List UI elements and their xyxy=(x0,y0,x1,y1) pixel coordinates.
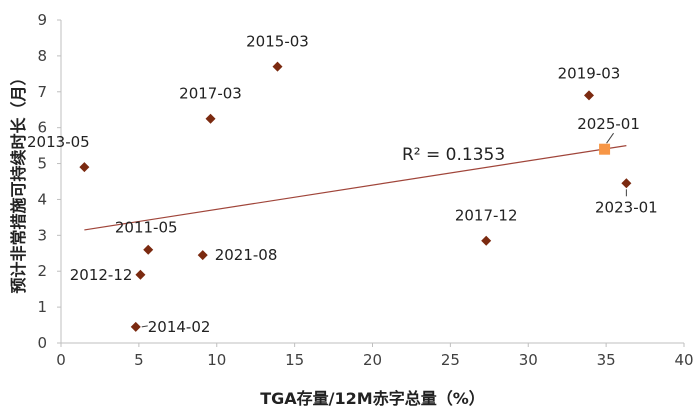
point-label: 2012-12 xyxy=(70,266,133,284)
label-leader-line xyxy=(606,132,614,144)
point-label: 2017-12 xyxy=(455,207,518,225)
data-point-diamond xyxy=(205,113,216,124)
point-label: 2017-03 xyxy=(179,85,242,103)
point-label: 2019-03 xyxy=(558,64,621,82)
data-point-diamond xyxy=(197,250,208,261)
x-tick-label: 20 xyxy=(363,351,382,369)
x-tick-label: 40 xyxy=(674,351,693,369)
y-tick-label: 3 xyxy=(37,226,47,244)
y-tick-label: 8 xyxy=(37,47,47,65)
y-tick-label: 1 xyxy=(37,298,47,316)
data-point-diamond xyxy=(130,321,141,332)
x-tick-label: 35 xyxy=(597,351,616,369)
x-tick-label: 25 xyxy=(441,351,460,369)
highlight-point-square xyxy=(599,143,611,155)
point-label: 2013-05 xyxy=(27,133,90,151)
point-label: 2021-08 xyxy=(215,246,278,264)
point-label: 2011-05 xyxy=(115,219,178,237)
x-axis-label: TGA存量/12M赤字总量（%） xyxy=(260,389,485,408)
data-point-diamond xyxy=(135,269,146,280)
x-tick-label: 30 xyxy=(519,351,538,369)
y-tick-label: 5 xyxy=(37,155,47,173)
label-leader-line xyxy=(141,325,148,328)
point-label: 2023-01 xyxy=(595,198,658,216)
y-tick-label: 9 xyxy=(37,11,47,29)
data-point-diamond xyxy=(583,90,594,101)
y-tick-label: 2 xyxy=(37,262,47,280)
tick-labels: 0 5 10 15 20 25 30 35 40 0 1 2 3 4 5 6 7 8 9 xyxy=(37,11,693,369)
highlight-point-label: 2025-01 xyxy=(577,115,640,133)
x-tick-label: 15 xyxy=(285,351,304,369)
r-squared-label: R² = 0.1353 xyxy=(402,145,505,165)
data-point-diamond xyxy=(481,235,492,246)
y-tick-label: 7 xyxy=(37,83,47,101)
data-point-diamond xyxy=(272,61,283,72)
axes xyxy=(57,19,685,347)
x-tick-label: 10 xyxy=(207,351,226,369)
data-points xyxy=(79,61,632,332)
data-point-diamond xyxy=(143,244,154,255)
y-tick-label: 6 xyxy=(37,119,47,137)
point-label: 2015-03 xyxy=(246,33,309,51)
y-tick-label: 0 xyxy=(37,334,47,352)
x-tick-label: 5 xyxy=(134,351,144,369)
trendline xyxy=(84,145,627,231)
data-point-diamond xyxy=(79,162,90,173)
trendline-group xyxy=(84,145,627,231)
point-label: 2014-02 xyxy=(148,318,211,336)
x-tick-label: 0 xyxy=(56,351,66,369)
point-labels: 2013-05 2011-05 2012-12 2014-02 2017-03 2021-… xyxy=(27,33,658,336)
y-axis-label: 预计非常措施可持续时长（月） xyxy=(9,69,28,293)
y-tick-label: 4 xyxy=(37,190,47,208)
data-point-diamond xyxy=(621,178,632,189)
